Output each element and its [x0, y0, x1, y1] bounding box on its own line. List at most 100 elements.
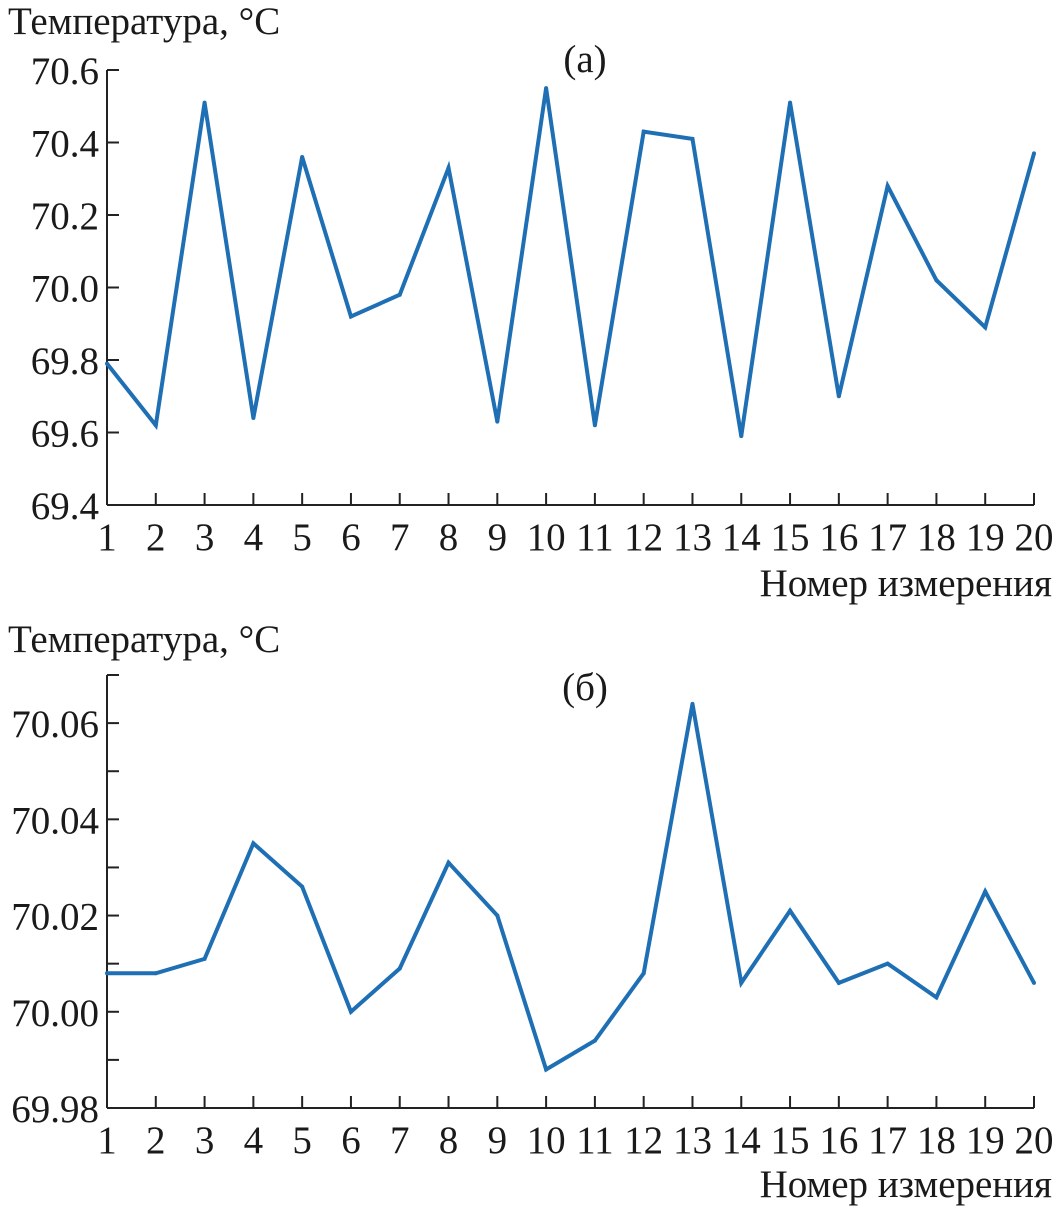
- data-point: [1032, 980, 1036, 985]
- x-tick-label: 18: [917, 1119, 956, 1162]
- x-tick-label: 1: [97, 1119, 117, 1162]
- data-point: [788, 908, 793, 913]
- data-point: [641, 971, 646, 976]
- data-point: [105, 361, 109, 366]
- y-axis-label: Температура, °C: [8, 618, 280, 661]
- x-tick-labels: 1 2 3 4 5 6 7 8 9 10 11 12 13 14 15 16 17 18 19 20: [97, 1119, 1053, 1162]
- x-tick-label: 11: [576, 1119, 614, 1162]
- data-point: [690, 136, 695, 141]
- data-point: [446, 165, 451, 170]
- axes: [106, 69, 1035, 506]
- x-tick-label: 19: [966, 1119, 1005, 1162]
- data-point: [397, 292, 402, 297]
- x-tick-label: 19: [966, 516, 1005, 559]
- x-tick-label: 13: [673, 516, 712, 559]
- x-tick-label: 8: [439, 1119, 459, 1162]
- data-point: [592, 1038, 597, 1043]
- x-tick-label: 16: [819, 1119, 858, 1162]
- x-tick-label: 9: [488, 516, 508, 559]
- data-point: [544, 1067, 549, 1072]
- x-tick-label: 5: [292, 1119, 312, 1162]
- data-point: [836, 980, 841, 985]
- y-tick-label: 70.06: [11, 703, 99, 746]
- data-point: [592, 423, 597, 428]
- x-axis-label: Номер измерения: [760, 562, 1052, 605]
- y-tick-label: 69.8: [31, 340, 99, 383]
- x-tick-label: 11: [576, 516, 614, 559]
- x-tick-label: 14: [722, 516, 761, 559]
- y-tick-label: 70.0: [31, 268, 99, 311]
- data-point: [885, 961, 890, 966]
- y-tick-label: 70.4: [31, 123, 99, 166]
- x-tick-label: 20: [1015, 1119, 1054, 1162]
- y-tick-label: 69.6: [31, 413, 99, 456]
- data-point: [836, 394, 841, 399]
- axes: [106, 674, 1035, 1109]
- data-point: [983, 889, 988, 894]
- x-tick-label: 6: [341, 1119, 361, 1162]
- x-tick-label: 10: [527, 1119, 566, 1162]
- data-point: [1032, 151, 1036, 156]
- x-tick-label: 13: [673, 1119, 712, 1162]
- x-tick-label: 10: [527, 516, 566, 559]
- data-point: [739, 980, 744, 985]
- y-tick-label: 70.6: [31, 50, 99, 93]
- x-tick-label: 1: [97, 516, 117, 559]
- x-tick-label: 2: [146, 516, 166, 559]
- data-point: [251, 841, 256, 846]
- series-line: [105, 87, 1036, 437]
- data-point: [300, 155, 305, 159]
- y-tick-label: 70.02: [11, 896, 99, 939]
- data-point: [397, 966, 402, 971]
- x-tick-label: 16: [819, 516, 858, 559]
- x-tick-label: 17: [868, 1119, 907, 1162]
- x-tick-label: 17: [868, 516, 907, 559]
- series-group: [105, 86, 1036, 439]
- y-tick-label: 69.4: [31, 485, 99, 528]
- x-tick-label: 3: [195, 1119, 215, 1162]
- y-tick-label: 70.2: [31, 195, 99, 238]
- data-point: [202, 100, 207, 105]
- series-line: [107, 703, 1036, 1073]
- data-point: [446, 860, 451, 865]
- data-point: [105, 971, 109, 976]
- data-point: [348, 314, 353, 319]
- x-tick-label: 9: [488, 1119, 508, 1162]
- data-point: [202, 956, 207, 961]
- x-axis-label: Номер измерения: [760, 1163, 1052, 1206]
- series-group: [105, 701, 1036, 1073]
- y-axis-label: Температура, °C: [8, 0, 280, 43]
- x-tick-label: 18: [917, 516, 956, 559]
- data-point: [641, 129, 646, 134]
- x-tick-label: 12: [624, 516, 663, 559]
- data-point: [788, 100, 793, 105]
- x-tick-label: 6: [341, 516, 361, 559]
- panel-title: (б): [562, 666, 608, 709]
- y-tick-label: 70.04: [11, 799, 99, 842]
- x-tick-label: 14: [722, 1119, 761, 1162]
- chart-panel-a: Температура, °C (а) Номер измерения 69.4…: [8, 0, 1054, 605]
- data-point: [251, 416, 256, 420]
- x-tick-label: 7: [390, 1119, 410, 1162]
- y-tick-label: 70.00: [11, 992, 99, 1035]
- x-tick-label: 8: [439, 516, 459, 559]
- data-point: [153, 971, 158, 976]
- x-tick-label: 3: [195, 516, 215, 559]
- x-tick-label: 15: [771, 516, 810, 559]
- x-tick-label: 7: [390, 516, 410, 559]
- data-point: [885, 184, 890, 188]
- data-point: [934, 278, 939, 283]
- data-point: [690, 701, 695, 706]
- x-tick-label: 4: [244, 1119, 264, 1162]
- data-point: [495, 419, 500, 424]
- x-tick-label: 20: [1015, 516, 1054, 559]
- x-tick-label: 2: [146, 1119, 166, 1162]
- panel-title: (а): [563, 38, 606, 81]
- y-tick-labels: 69.4 69.6 69.8 70.0 70.2 70.4 70.6: [31, 50, 99, 528]
- x-tick-label: 4: [244, 516, 264, 559]
- data-point: [348, 1009, 353, 1014]
- x-tick-label: 15: [771, 1119, 810, 1162]
- x-tick-label: 5: [292, 516, 312, 559]
- data-point: [300, 884, 305, 889]
